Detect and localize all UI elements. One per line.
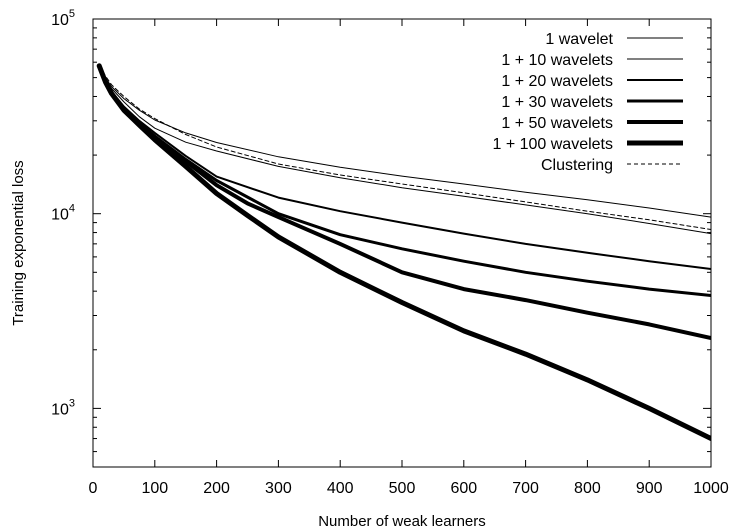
y-tick-label: 104: [51, 203, 75, 224]
x-tick-label: 300: [265, 480, 292, 497]
x-axis-title: Number of weak learners: [318, 513, 486, 530]
series-line-6: [96, 63, 711, 441]
x-tick-label: 700: [512, 480, 539, 497]
series-line-1: [98, 65, 711, 218]
legend-label: 1 + 30 wavelets: [501, 94, 613, 111]
legend-label: 1 + 100 wavelets: [492, 136, 613, 153]
y-tick-label: 105: [51, 8, 75, 29]
ticks-layer: 0 100 200 300 400 500 600 700 800 900 1000 103 104 10…: [51, 8, 729, 497]
legend-label: 1 wavelet: [545, 31, 613, 48]
series-line-7: [98, 65, 711, 230]
legend-label: Clustering: [541, 157, 613, 174]
x-tick-label: 500: [389, 480, 416, 497]
x-tick-label: 900: [636, 480, 663, 497]
legend-label: 1 + 50 wavelets: [501, 115, 613, 132]
x-tick-label: 200: [203, 480, 230, 497]
series-layer: [96, 63, 711, 441]
y-axis-title: Training exponential loss: [10, 160, 27, 325]
legend: 1 wavelet 1 + 10 wavelets 1 + 20 wavelets 1…: [492, 31, 683, 174]
x-tick-label: 0: [89, 480, 98, 497]
series-line-2: [98, 65, 711, 235]
x-tick-label: 100: [141, 480, 168, 497]
series-line-4: [97, 64, 711, 297]
x-tick-label: 800: [574, 480, 601, 497]
plot-frame: [92, 18, 712, 468]
series-line-5: [97, 63, 711, 340]
x-tick-label: 400: [327, 480, 354, 497]
legend-label: 1 + 10 wavelets: [501, 52, 613, 69]
x-tick-label: 600: [450, 480, 477, 497]
x-tick-label: 1000: [693, 480, 729, 497]
legend-label: 1 + 20 wavelets: [501, 73, 613, 90]
y-tick-label: 103: [51, 397, 75, 418]
